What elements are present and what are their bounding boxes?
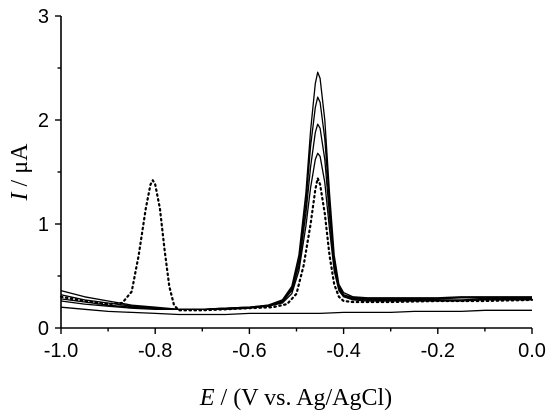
y-tick-label: 0 <box>38 318 49 340</box>
x-tick-label: -0.8 <box>138 340 172 362</box>
x-axis-title: E / (V vs. Ag/AgCl) <box>199 385 392 411</box>
y-tick-label: 1 <box>38 214 49 236</box>
x-axis-ticks: -1.0 -0.8 -0.6 -0.4 -0.2 0.0 <box>44 328 546 362</box>
voltammogram-curve-4 <box>60 152 532 310</box>
y-tick-label: 2 <box>38 110 49 132</box>
x-tick-label: -0.6 <box>232 340 266 362</box>
x-tick-label: 0.0 <box>518 340 546 362</box>
voltammogram-curve-3 <box>60 123 532 310</box>
y-axis-unit: / μA <box>7 143 33 193</box>
x-axis-symbol: E <box>199 385 215 411</box>
x-axis-unit: / (V vs. Ag/AgCl) <box>215 385 393 411</box>
x-tick-label: -1.0 <box>44 340 78 362</box>
x-tick-label: -0.4 <box>326 340 360 362</box>
voltammogram-curve-5 <box>60 306 532 316</box>
y-tick-label: 3 <box>38 6 49 28</box>
x-tick-label: -0.2 <box>421 340 455 362</box>
y-axis-ticks: 0 1 2 3 <box>38 6 61 340</box>
series-layer <box>59 71 534 316</box>
y-axis-symbol: I <box>7 191 33 201</box>
y-axis-title: I / μA <box>7 143 33 202</box>
voltammogram-curve-6-dotted <box>59 177 534 312</box>
